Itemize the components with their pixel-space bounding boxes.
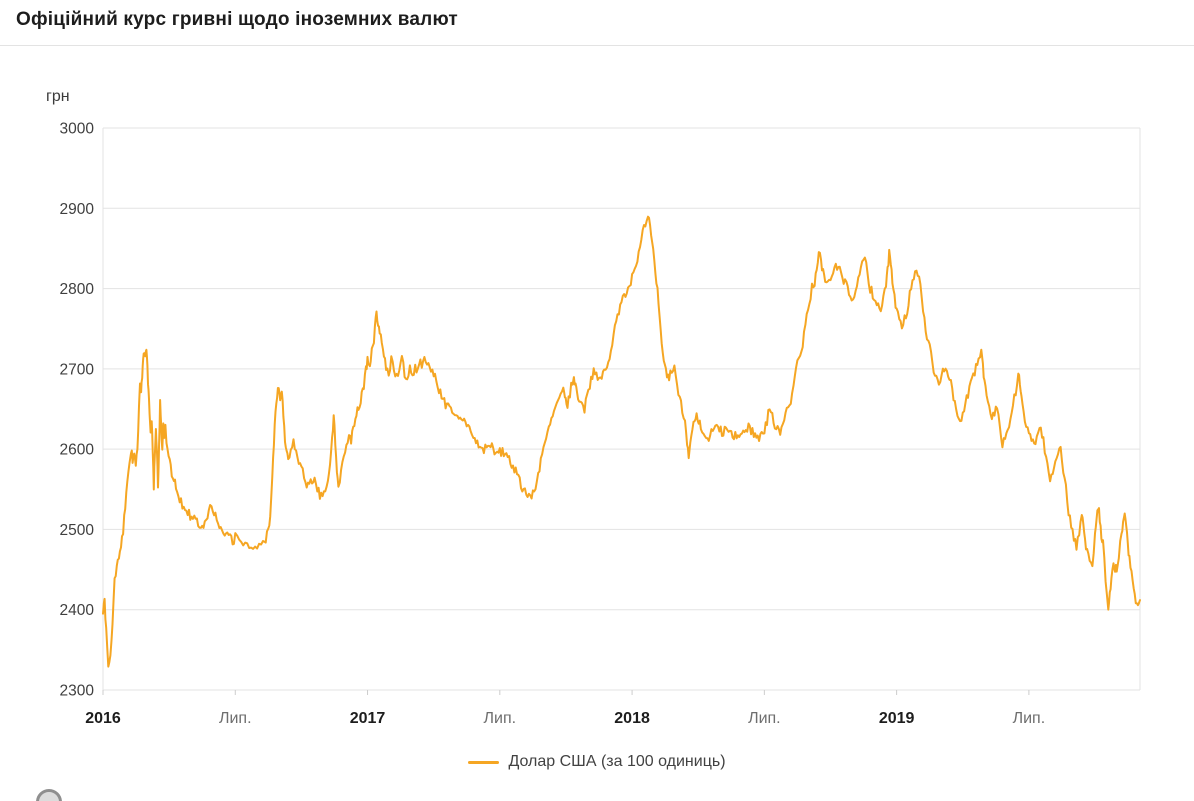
x-tick-label: 2018	[614, 710, 650, 727]
bottom-left-partial-icon[interactable]	[36, 789, 62, 801]
legend-label: Долар США (за 100 одиниць)	[508, 753, 726, 770]
y-tick-label: 2400	[60, 602, 95, 619]
x-tick-label: 2019	[879, 710, 915, 727]
x-tick-label: Лип.	[748, 710, 781, 727]
y-tick-label: 2800	[60, 281, 95, 298]
y-axis-unit-label: грн	[46, 88, 70, 105]
y-tick-label: 3000	[60, 121, 95, 138]
x-tick-label: Лип.	[219, 710, 252, 727]
y-tick-label: 2500	[60, 522, 95, 539]
series-line	[102, 215, 1141, 668]
x-tick-label: 2016	[85, 710, 121, 727]
y-tick-label: 2600	[60, 442, 95, 459]
legend-line-marker	[468, 760, 500, 764]
legend[interactable]: Долар США (за 100 одиниць)	[0, 753, 1194, 771]
y-tick-label: 2300	[60, 683, 95, 700]
x-tick-label: Лип.	[1013, 710, 1046, 727]
page-title: Офіційний курс гривні щодо іноземних вал…	[16, 9, 458, 30]
title-divider	[0, 45, 1194, 46]
y-tick-label: 2700	[60, 361, 95, 378]
x-tick-label: 2017	[350, 710, 386, 727]
y-tick-label: 2900	[60, 201, 95, 218]
x-tick-label: Лип.	[484, 710, 517, 727]
